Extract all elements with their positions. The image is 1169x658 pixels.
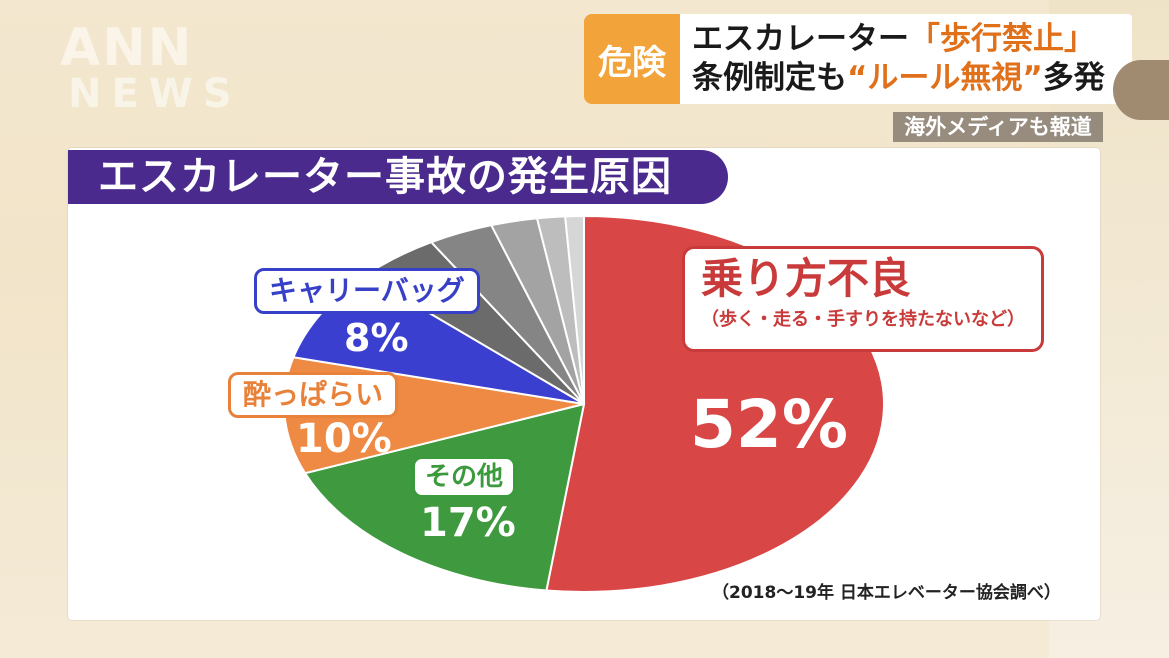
label-improper-riding: 乗り方不良 （歩く・走る・手すりを持たないなど） (682, 246, 1044, 352)
pie-slice-8 (564, 214, 585, 405)
value-label-improper-riding: 52% (690, 386, 848, 463)
label-carry-bag: キャリーバッグ (254, 268, 480, 314)
headline-box: エスカレーター「歩行禁止」 条例制定も“ルール無視”多発 (680, 14, 1132, 104)
headline-line1-accent: 「歩行禁止」 (909, 21, 1095, 57)
headline-line2-post: 多発 (1042, 60, 1105, 96)
watermark-line1: ANN (60, 18, 194, 78)
watermark-line2: NEWS (68, 71, 242, 117)
headline-line2-pre: 条例制定も (692, 60, 847, 96)
decorative-circle (1113, 60, 1169, 120)
label-improper-riding-title: 乗り方不良 (701, 254, 912, 303)
headline-line1-pre: エスカレーター (692, 21, 909, 57)
danger-tag: 危険 (584, 14, 680, 104)
value-label-drunk: 10% (296, 416, 392, 462)
headline-line1: エスカレーター「歩行禁止」 (692, 20, 1120, 59)
headline-line2-accent: “ルール無視” (847, 60, 1043, 96)
value-label-carry-bag: 8% (344, 316, 409, 360)
value-label-other: 17% (420, 500, 516, 546)
news-headline: 危険 エスカレーター「歩行禁止」 条例制定も“ルール無視”多発 (584, 14, 1132, 104)
media-badge: 海外メディアも報道 (893, 112, 1103, 142)
label-drunk: 酔っぱらい (228, 372, 399, 418)
chart-title: エスカレーター事故の発生原因 (68, 150, 728, 204)
headline-line2: 条例制定も“ルール無視”多発 (692, 59, 1120, 98)
label-improper-riding-sub: （歩く・走る・手すりを持たないなど） (701, 309, 1025, 330)
ann-news-watermark: ANN NEWS (60, 22, 242, 114)
chart-source: （2018〜19年 日本エレベーター協会調べ） (712, 583, 1061, 603)
label-other: その他 (412, 456, 517, 498)
